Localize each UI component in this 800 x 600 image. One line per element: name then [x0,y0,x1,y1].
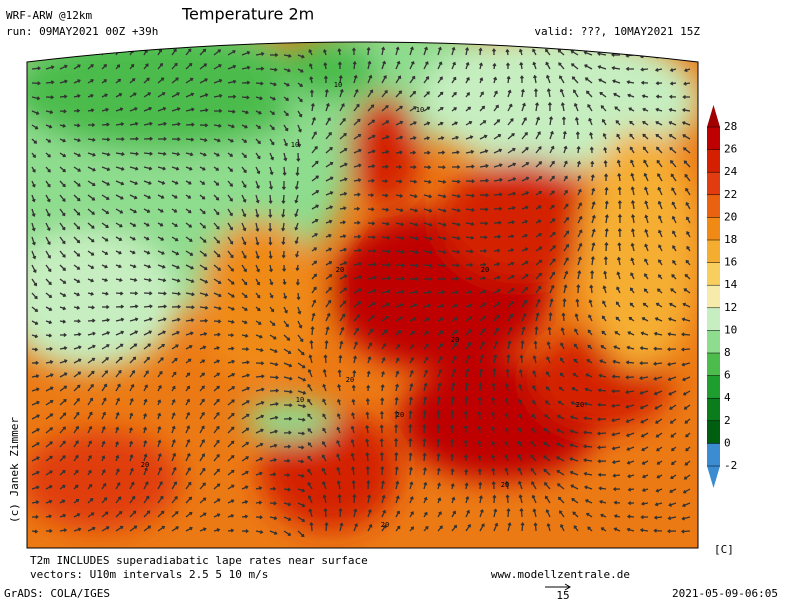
scale-arrow [545,583,571,591]
map-frame [26,41,699,549]
colorbar-band [707,194,720,218]
colorbar-band [707,217,720,241]
contour-label: 20 [576,401,584,409]
contour-label: 10 [291,141,299,149]
colorbar-tick-label: 0 [724,436,731,449]
contour-label: 10 [334,81,342,89]
colorbar-tick-label: -2 [724,459,737,472]
colorbar-unit: [C] [714,543,734,556]
footnote: T2m INCLUDES superadiabatic lape rates n… [30,554,368,567]
contour-label: 20 [346,376,354,384]
contour-label: 10 [296,396,304,404]
run-label: run: 09MAY2021 00Z +39h [6,25,158,38]
colorbar-tick-label: 18 [724,233,737,246]
colorbar-band [707,127,720,151]
colorbar-tick-label: 6 [724,369,731,382]
colorbar-band [707,285,720,309]
colorbar-tick-label: 2 [724,414,731,427]
contour-label: 20 [141,461,149,469]
colorbar-band [707,375,720,399]
colorbar-tick-label: 8 [724,346,731,359]
grads-label: GrADS: COLA/IGES [4,587,110,600]
colorbar-band [707,262,720,286]
colorbar-band [707,353,720,377]
colorbar-tick-label: 16 [724,256,737,269]
colorbar-cap-bottom [707,466,720,488]
colorbar-tick-label: 12 [724,301,737,314]
map: 10 10 10 20 20 20 20 20 10 20 20 20 20 [27,42,698,548]
timestamp: 2021-05-09-06:05 [672,587,778,600]
contour-label: 20 [501,481,509,489]
colorbar-tick-label: 26 [724,143,737,156]
colorbar-band [707,330,720,354]
colorbar-tick-label: 10 [724,323,737,336]
colorbar-band [707,240,720,264]
colorbar-tick-label: 22 [724,188,737,201]
map-title: Temperature 2m [181,5,314,24]
contour-label: 20 [336,266,344,274]
contour-label: 20 [451,336,459,344]
colorbar-tick-label: 24 [724,165,738,178]
copyright: (c) Janek Zimmer [8,417,21,523]
colorbar-tick-label: 28 [724,120,737,133]
colorbar-band [707,149,720,173]
colorbar-band [707,398,720,422]
colorbar-band [707,172,720,196]
valid-label: valid: ???, 10MAY2021 15Z [534,25,700,38]
colorbar-band [707,420,720,444]
vector-note: vectors: U10m intervals 2.5 5 10 m/s [30,568,268,581]
colorbar-cap-top [707,105,720,127]
website: www.modellzentrale.de [491,568,630,581]
contour-label: 20 [481,266,489,274]
colorbar-band [707,443,720,467]
colorbar-band [707,307,720,331]
contour-label: 20 [381,521,389,529]
colorbar-tick-label: 20 [724,210,737,223]
colorbar-tick-label: 14 [724,278,738,291]
scale-label: 15 [556,589,569,600]
contour-label: 20 [396,411,404,419]
colorbar-tick-label: 4 [724,391,731,404]
contour-label: 10 [416,106,424,114]
model-label: WRF-ARW @12km [6,9,92,22]
